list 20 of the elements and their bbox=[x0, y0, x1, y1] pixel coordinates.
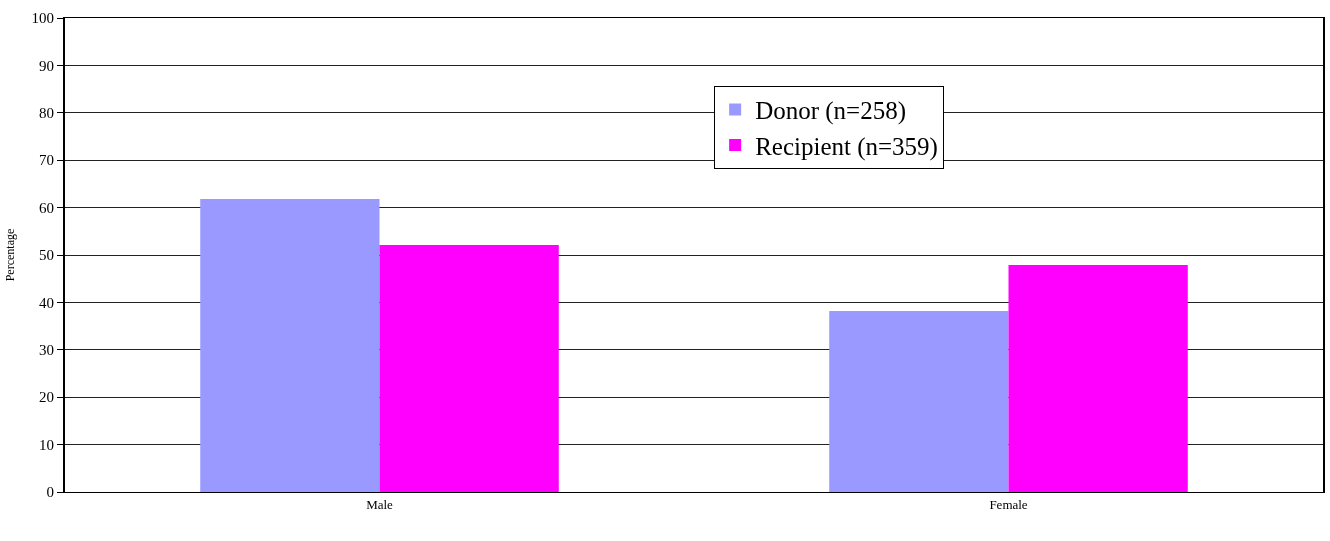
y-tick-label: 80 bbox=[39, 105, 54, 122]
legend-label: Donor (n=258) bbox=[755, 97, 907, 126]
y-tick-label: 20 bbox=[39, 389, 54, 406]
y-tick-label: 70 bbox=[39, 152, 54, 169]
bar bbox=[1008, 264, 1188, 492]
y-tick-label: 100 bbox=[31, 10, 54, 27]
bar bbox=[829, 310, 1009, 492]
y-tick-label: 90 bbox=[39, 57, 54, 74]
y-tick-label: 30 bbox=[39, 342, 54, 359]
y-tick-label: 0 bbox=[46, 484, 54, 501]
x-tick-label: Female bbox=[989, 496, 1028, 512]
x-tick-label: Male bbox=[366, 496, 394, 512]
bar bbox=[200, 199, 380, 492]
bar bbox=[379, 245, 559, 492]
y-tick-label: 50 bbox=[39, 247, 54, 264]
y-tick-label: 40 bbox=[39, 294, 54, 311]
y-axis-title: Percentage bbox=[3, 228, 18, 282]
legend-label: Recipient (n=359) bbox=[755, 132, 938, 161]
y-tick-label: 60 bbox=[39, 199, 54, 216]
y-tick-label: 10 bbox=[39, 436, 54, 453]
